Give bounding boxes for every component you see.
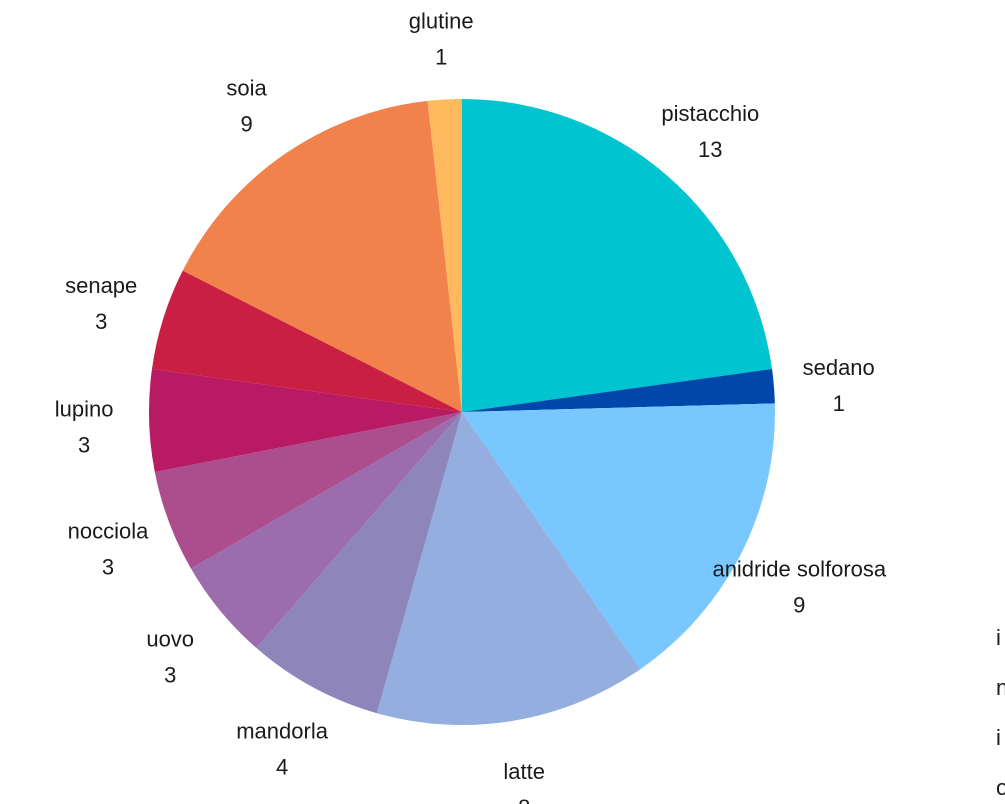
slice-value-label: 8 [518, 795, 530, 804]
pie-slice-pistacchio [462, 99, 773, 412]
pie-slice-nocciola [154, 412, 462, 569]
pie-slice-latte [376, 412, 641, 726]
slice-label-latte: latte 8 [503, 759, 545, 804]
clipped-text-char: n [996, 675, 1005, 700]
clipped-text-char: o [996, 775, 1005, 800]
slice-value-label: 3 [164, 662, 176, 687]
slice-category-label: nocciola [68, 519, 149, 544]
pie-slice-anidride-solforosa [462, 403, 775, 670]
slice-label-soia: soia 9 [226, 75, 267, 136]
slice-value-label: 13 [698, 137, 722, 162]
slice-value-label: 3 [95, 309, 107, 334]
slice-category-label: mandorla [236, 718, 328, 743]
pie-slice-uovo [190, 412, 462, 649]
pie-slice-lupino [149, 369, 462, 473]
slice-label-glutine: glutine 1 [409, 9, 474, 70]
slice-label-pistacchio: pistacchio 13 [661, 101, 759, 162]
slice-category-label: soia [226, 75, 267, 100]
slice-value-label: 9 [240, 111, 252, 136]
slice-category-label: sedano [803, 355, 875, 380]
slice-value-label: 3 [102, 555, 114, 580]
slice-value-label: 9 [793, 593, 805, 618]
slice-category-label: pistacchio [661, 101, 759, 126]
slice-label-nocciola: nocciola 3 [68, 519, 149, 580]
slice-label-anidride-solforosa: anidride solforosa 9 [712, 557, 886, 618]
slice-value-label: 4 [276, 754, 288, 779]
slice-category-label: senape [65, 273, 137, 298]
pie-slice-mandorla [256, 412, 462, 714]
slice-value-label: 1 [435, 45, 447, 70]
pie-slice-sedano [462, 369, 775, 412]
pie-slice-glutine [427, 99, 462, 412]
slice-category-label: glutine [409, 9, 474, 34]
slice-category-label: uovo [146, 626, 194, 651]
clipped-text-char: i [996, 725, 1001, 750]
slice-category-label: latte [503, 759, 545, 784]
slice-category-label: lupino [55, 396, 114, 421]
slice-label-sedano: sedano 1 [803, 355, 875, 416]
slice-label-lupino: lupino 3 [55, 396, 114, 457]
pie-slice-senape [151, 270, 462, 412]
slice-value-label: 3 [78, 432, 90, 457]
slice-value-label: 1 [833, 391, 845, 416]
slice-label-uovo: uovo 3 [146, 626, 194, 687]
slice-label-senape: senape 3 [65, 273, 137, 334]
clipped-text-char: i [996, 625, 1001, 650]
slice-category-label: anidride solforosa [712, 557, 886, 582]
pie-slices [149, 99, 775, 726]
slice-label-mandorla: mandorla 4 [236, 718, 328, 779]
pie-slice-soia [182, 100, 462, 413]
